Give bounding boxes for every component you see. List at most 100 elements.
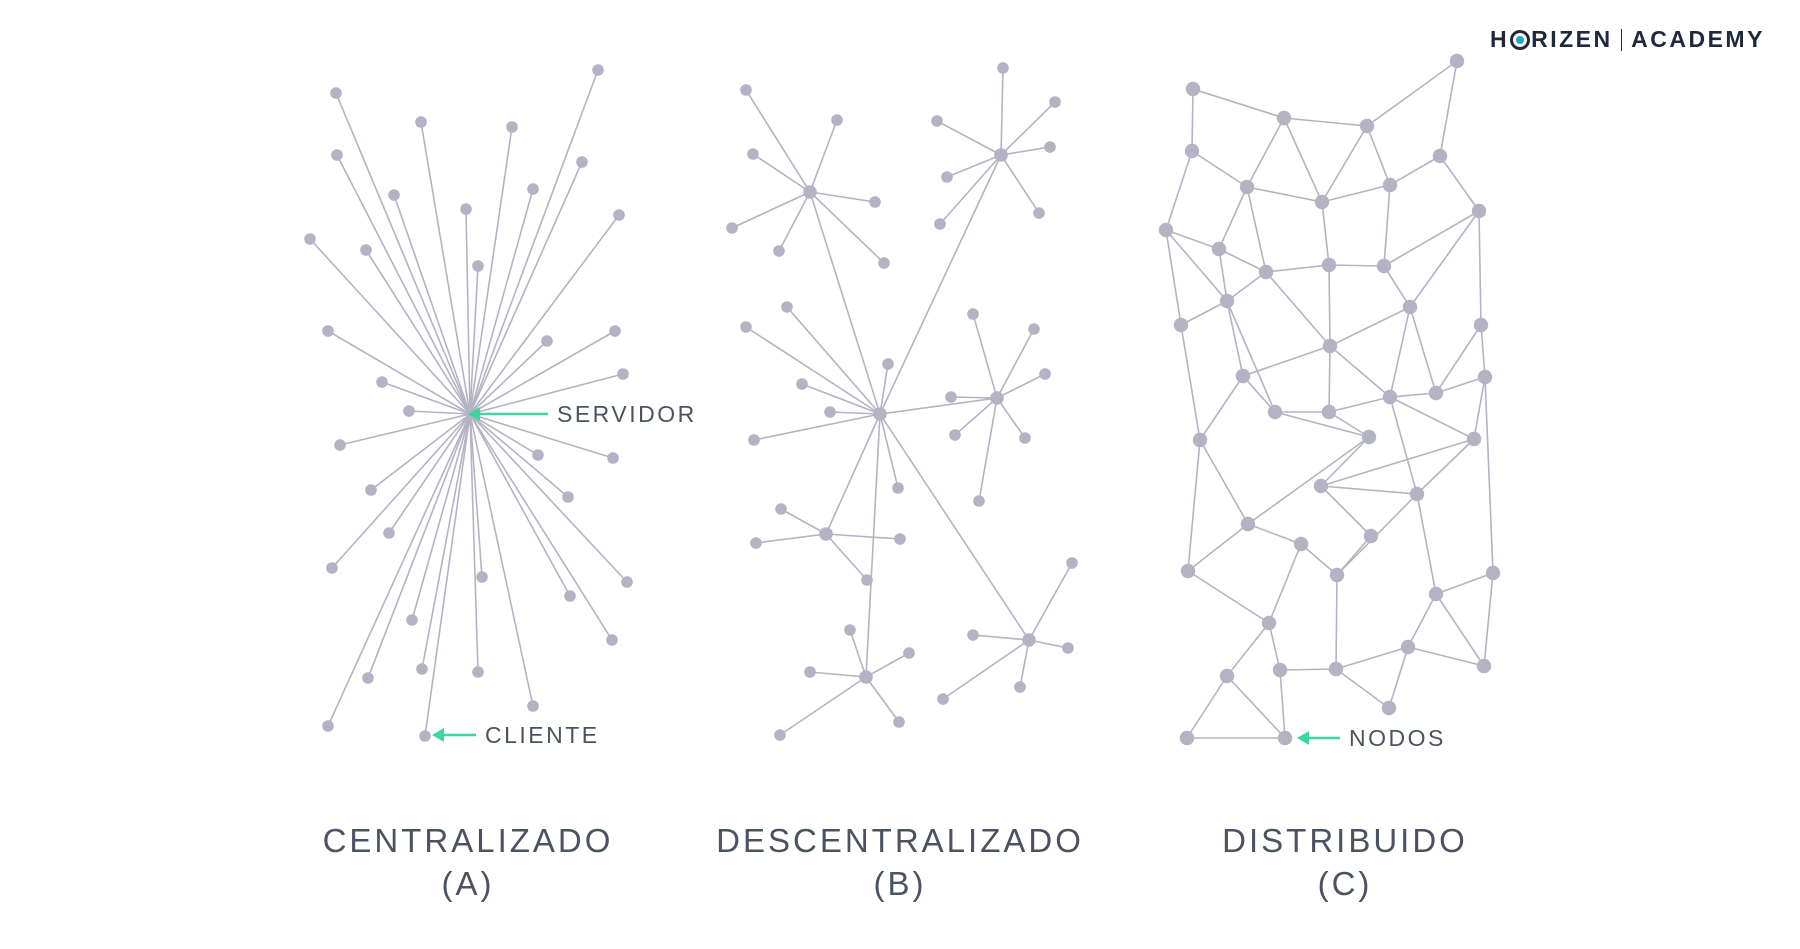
mesh-link bbox=[1246, 186, 1323, 203]
client-node bbox=[613, 209, 625, 221]
cluster-link bbox=[954, 397, 998, 436]
mesh-node bbox=[1219, 293, 1235, 309]
mesh-link bbox=[1335, 668, 1390, 709]
mesh-node bbox=[1466, 431, 1482, 447]
mesh-link bbox=[1407, 646, 1485, 667]
client-node bbox=[562, 491, 574, 503]
mesh-link bbox=[1389, 155, 1441, 186]
mesh-link bbox=[1186, 675, 1228, 739]
server-client-link bbox=[469, 340, 548, 415]
mesh-link bbox=[1409, 210, 1480, 308]
mesh-link bbox=[1435, 376, 1486, 394]
cluster-link bbox=[996, 373, 1046, 399]
subtitle-distribuido: (C) bbox=[1318, 865, 1373, 902]
mesh-node bbox=[1185, 81, 1201, 97]
cluster-leaf-node bbox=[726, 222, 738, 234]
cluster-link bbox=[1000, 67, 1004, 156]
hub-link bbox=[865, 413, 881, 678]
mesh-node bbox=[1328, 661, 1344, 677]
cluster-link bbox=[865, 676, 900, 723]
server-client-link bbox=[393, 194, 471, 415]
server-client-link bbox=[370, 413, 471, 491]
cluster-leaf-node bbox=[934, 218, 946, 230]
client-node bbox=[460, 203, 472, 215]
server-client-link bbox=[336, 154, 471, 415]
mesh-link bbox=[1335, 574, 1338, 670]
cluster-link bbox=[849, 629, 867, 678]
mesh-link bbox=[1407, 593, 1437, 648]
mesh-link bbox=[1283, 117, 1323, 203]
mesh-link bbox=[1242, 345, 1331, 377]
mesh-link bbox=[1268, 622, 1281, 671]
server-client-link bbox=[421, 413, 471, 670]
cluster-link bbox=[1028, 562, 1073, 641]
server-client-link bbox=[367, 413, 471, 679]
cluster-hub-node bbox=[873, 407, 887, 421]
subtitle-centralizado: (A) bbox=[442, 865, 495, 902]
mesh-link bbox=[1180, 300, 1228, 326]
cluster-leaf-node bbox=[1019, 432, 1031, 444]
server-client-link bbox=[469, 126, 513, 415]
cluster-leaf-node bbox=[894, 533, 906, 545]
cluster-link bbox=[778, 191, 811, 252]
cluster-link bbox=[946, 154, 1002, 178]
cluster-link bbox=[752, 153, 811, 193]
mesh-link bbox=[1226, 675, 1286, 739]
mesh-link bbox=[1218, 248, 1228, 302]
mesh-node bbox=[1381, 700, 1397, 716]
mesh-link bbox=[1187, 439, 1201, 572]
server-client-link bbox=[469, 413, 539, 456]
title-centralizado: CENTRALIZADO bbox=[323, 822, 614, 859]
mesh-link bbox=[1246, 186, 1267, 273]
cluster-leaf-node bbox=[824, 406, 836, 418]
mesh-node bbox=[1471, 203, 1487, 219]
cluster-leaf-node bbox=[740, 321, 752, 333]
mesh-link bbox=[1242, 375, 1276, 413]
mesh-link bbox=[1484, 376, 1494, 574]
cluster-link bbox=[1000, 154, 1040, 214]
mesh-link bbox=[1478, 210, 1482, 326]
client-node bbox=[334, 439, 346, 451]
cluster-leaf-node bbox=[1028, 323, 1040, 335]
mesh-link bbox=[1321, 184, 1391, 203]
nodos-arrow-head bbox=[1297, 731, 1309, 745]
logo-text-academy: ACADEMY bbox=[1631, 26, 1765, 52]
cluster-leaf-node bbox=[747, 148, 759, 160]
mesh-link bbox=[1389, 392, 1437, 398]
cluster-leaf-node bbox=[773, 245, 785, 257]
cluster-hub-node bbox=[819, 527, 833, 541]
servidor-callout: SERVIDOR bbox=[468, 401, 694, 427]
cluster-leaf-node bbox=[796, 378, 808, 390]
cluster-leaf-node bbox=[967, 308, 979, 320]
server-client-link bbox=[469, 413, 614, 459]
mesh-link bbox=[1199, 375, 1244, 441]
server-client-link bbox=[469, 265, 479, 415]
mesh-link bbox=[1226, 300, 1276, 413]
cluster-link bbox=[745, 89, 811, 193]
hub-link bbox=[825, 413, 881, 535]
client-node bbox=[360, 244, 372, 256]
mesh-link bbox=[1389, 396, 1418, 495]
client-node bbox=[322, 325, 334, 337]
cluster-hub-node bbox=[994, 148, 1008, 162]
cluster-leaf-node bbox=[878, 257, 890, 269]
server-client-link bbox=[327, 413, 471, 727]
client-node bbox=[416, 663, 428, 675]
client-node bbox=[527, 183, 539, 195]
mesh-node bbox=[1382, 177, 1398, 193]
mesh-link bbox=[1328, 264, 1385, 267]
cluster-link bbox=[825, 533, 868, 581]
mesh-link bbox=[1473, 376, 1486, 440]
client-node bbox=[472, 666, 484, 678]
hub-link bbox=[879, 397, 998, 415]
mesh-link bbox=[1320, 436, 1370, 487]
cluster-leaf-node bbox=[774, 729, 786, 741]
mesh-node bbox=[1173, 317, 1189, 333]
server-client-link bbox=[469, 413, 534, 707]
edges bbox=[309, 60, 1494, 739]
server-client-link bbox=[469, 413, 613, 641]
cluster-leaf-node bbox=[831, 114, 843, 126]
mesh-node bbox=[1402, 299, 1418, 315]
cluster-leaf-node bbox=[941, 171, 953, 183]
cluster-leaf-node bbox=[1039, 368, 1051, 380]
